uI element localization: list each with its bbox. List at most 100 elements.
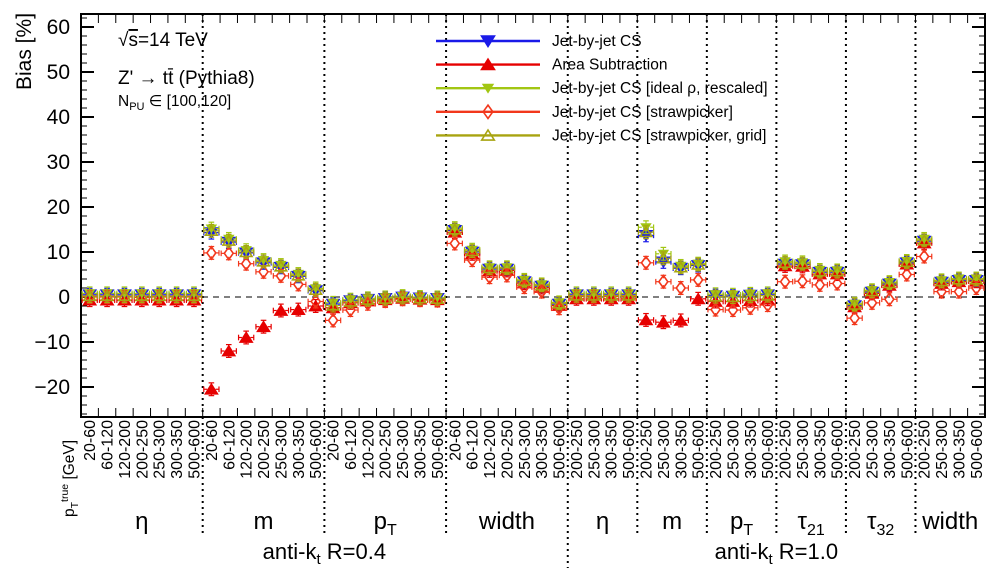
y-tick-label: 10 bbox=[47, 241, 70, 264]
data-point bbox=[743, 289, 758, 302]
y-tick-label: −20 bbox=[34, 376, 70, 399]
group-label: m bbox=[254, 508, 274, 535]
x-axis-caption: pTtrue [GeV] bbox=[59, 440, 81, 517]
data-point bbox=[151, 289, 167, 302]
data-point bbox=[673, 260, 689, 273]
data-point bbox=[169, 289, 184, 302]
x-bin-label: 500-600 bbox=[691, 420, 708, 479]
x-bin-label: 250-300 bbox=[586, 420, 603, 479]
data-point bbox=[638, 225, 654, 238]
legend-marker bbox=[480, 57, 496, 71]
x-bin-label: 300-350 bbox=[413, 420, 430, 479]
y-tick-label: 50 bbox=[47, 61, 70, 84]
data-point bbox=[464, 244, 480, 257]
data-point bbox=[238, 245, 254, 258]
x-bin-label: 500-600 bbox=[430, 420, 447, 479]
legend-entry: Jet-by-jet CS [strawpicker] bbox=[436, 103, 733, 121]
x-bin-label: 200-250 bbox=[134, 420, 151, 479]
x-bin-label: 250-300 bbox=[152, 420, 169, 479]
legend-marker bbox=[480, 128, 496, 141]
data-point bbox=[814, 277, 826, 293]
data-point bbox=[134, 289, 150, 302]
data-point bbox=[345, 302, 356, 318]
data-point bbox=[883, 291, 895, 307]
x-bin-label: 300-350 bbox=[673, 420, 690, 479]
data-point bbox=[795, 257, 810, 269]
data-point bbox=[866, 295, 878, 311]
data-point bbox=[569, 289, 584, 301]
data-point bbox=[849, 310, 861, 326]
y-tick-label: 0 bbox=[58, 286, 70, 309]
legend-entry: Area Subtraction bbox=[436, 57, 667, 74]
x-bin-label: 300-350 bbox=[604, 420, 621, 479]
x-bin-label: 60-120 bbox=[221, 420, 238, 470]
x-bin-label: 250-300 bbox=[656, 420, 673, 479]
x-bin-label: 250-300 bbox=[725, 420, 742, 479]
data-point bbox=[466, 252, 478, 268]
data-point bbox=[203, 382, 219, 395]
group-label: width bbox=[478, 508, 535, 535]
data-point bbox=[918, 248, 930, 265]
data-point bbox=[603, 289, 619, 301]
data-point bbox=[725, 290, 741, 303]
legend-marker bbox=[482, 103, 494, 120]
legend-entry: Jet-by-jet CS [ideal ρ, rescaled] bbox=[436, 80, 768, 97]
data-point bbox=[553, 300, 565, 316]
data-point bbox=[690, 292, 706, 305]
data-point bbox=[238, 331, 254, 343]
data-point bbox=[273, 304, 289, 316]
data-point bbox=[690, 258, 706, 270]
x-bin-label: 300-350 bbox=[743, 420, 760, 479]
data-point bbox=[117, 289, 132, 302]
x-bin-label: 60-120 bbox=[100, 420, 117, 470]
group-label: τ21 bbox=[798, 508, 825, 539]
data-point bbox=[710, 302, 721, 318]
y-tick-label: −10 bbox=[34, 331, 70, 354]
data-point bbox=[655, 315, 671, 328]
x-bin-label: 500-600 bbox=[308, 420, 325, 479]
x-bin-label: 300-350 bbox=[534, 420, 551, 479]
x-bin-label: 300-350 bbox=[291, 420, 308, 479]
group-label: pT bbox=[730, 508, 753, 539]
x-bin-label: 200-250 bbox=[378, 420, 395, 479]
data-point bbox=[256, 320, 271, 333]
data-point bbox=[882, 276, 897, 289]
data-point bbox=[969, 272, 984, 285]
data-point bbox=[673, 313, 689, 326]
x-bin-label: 200-250 bbox=[499, 420, 516, 479]
data-point bbox=[205, 245, 217, 261]
group-label: width bbox=[921, 508, 978, 535]
x-bin-label: 500-600 bbox=[621, 420, 638, 479]
x-bin-label: 200-250 bbox=[639, 420, 656, 479]
npu-label: NPU ∈ [100,120] bbox=[118, 93, 231, 113]
group-label: m bbox=[662, 508, 682, 535]
x-bin-label: 20-60 bbox=[447, 420, 464, 461]
x-bin-label: 300-350 bbox=[882, 420, 899, 479]
x-bin-label: 200-250 bbox=[708, 420, 725, 479]
data-point bbox=[692, 272, 704, 288]
data-point bbox=[777, 256, 793, 269]
legend-entry: Jet-by-jet CS bbox=[436, 33, 642, 50]
legend-entry: Jet-by-jet CS [strawpicker, grid] bbox=[436, 127, 766, 144]
data-point bbox=[934, 274, 949, 287]
data-point bbox=[534, 278, 549, 291]
x-bin-label: 500-600 bbox=[552, 420, 569, 479]
x-bin-label: 250-300 bbox=[795, 420, 812, 479]
section-label: anti-kt R=1.0 bbox=[715, 539, 838, 568]
legend-marker bbox=[481, 83, 495, 94]
data-point bbox=[258, 264, 269, 280]
data-point bbox=[291, 268, 306, 281]
x-bin-label: 300-350 bbox=[812, 420, 829, 479]
legend-label: Jet-by-jet CS [strawpicker] bbox=[552, 104, 733, 121]
y-tick-label: 60 bbox=[47, 16, 70, 39]
data-point bbox=[779, 274, 791, 290]
y-tick-label: 30 bbox=[47, 151, 70, 174]
data-point bbox=[430, 292, 445, 305]
data-point bbox=[310, 293, 322, 310]
x-bin-label: 200-250 bbox=[256, 420, 273, 479]
group-label: η bbox=[596, 508, 609, 535]
data-point bbox=[951, 272, 967, 285]
y-tick-label: 20 bbox=[47, 196, 70, 219]
data-point bbox=[847, 298, 862, 310]
